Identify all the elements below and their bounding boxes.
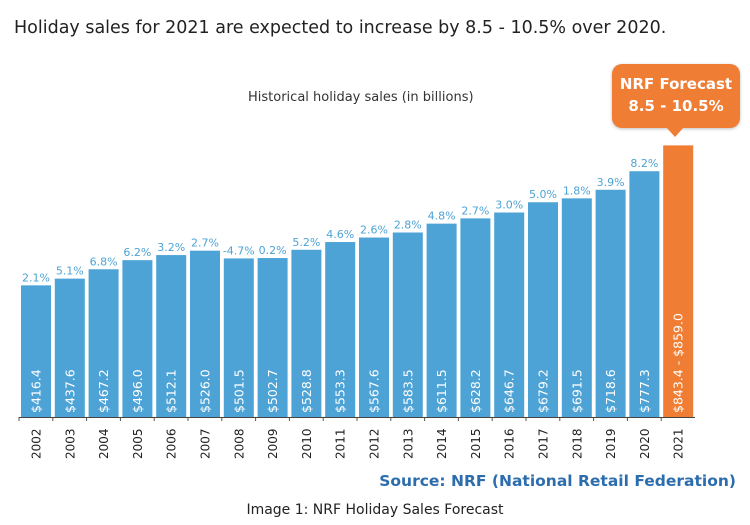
year-tick-label: 2004: [97, 428, 111, 459]
year-tick-label: 2013: [401, 428, 415, 459]
growth-label: 3.2%: [157, 241, 185, 254]
growth-label: 5.0%: [529, 188, 557, 201]
source-note: Source: NRF (National Retail Federation): [379, 472, 736, 490]
year-tick-label: 2015: [469, 428, 483, 459]
sales-bar: [494, 212, 525, 417]
sales-bar: [223, 258, 254, 417]
year-tick-label: 2017: [537, 428, 551, 459]
value-label: $502.7: [265, 369, 280, 413]
forecast-bar: [663, 145, 694, 417]
bar-chart: 2.1% $416.4 2002 5.1% $437.6 2003 6.8% $467.2 20…: [18, 145, 695, 459]
growth-label: 2.7%: [461, 204, 489, 217]
growth-label: 8.2%: [630, 157, 658, 170]
value-label: $501.5: [231, 369, 246, 413]
sales-bar: [54, 278, 85, 417]
value-label: $567.6: [367, 369, 382, 413]
value-label: $691.5: [569, 369, 584, 413]
growth-label: 3.0%: [495, 199, 523, 212]
sales-bar: [291, 249, 322, 417]
value-label: $777.3: [637, 369, 652, 413]
sales-bar: [122, 260, 153, 417]
value-label: $843.4 - $859.0: [671, 313, 686, 413]
value-label: $496.0: [130, 369, 145, 413]
sales-bar: [156, 255, 187, 417]
year-tick-label: 2014: [435, 428, 449, 459]
sales-bar: [257, 258, 288, 417]
growth-label: 6.2%: [123, 246, 151, 259]
sales-bar: [190, 250, 220, 417]
sales-bar: [359, 237, 389, 417]
sales-bar: [561, 198, 592, 417]
image-caption: Image 1: NRF Holiday Sales Forecast: [246, 502, 504, 518]
headline: Holiday sales for 2021 are expected to i…: [14, 18, 667, 38]
year-tick-label: 2002: [30, 428, 44, 459]
value-label: $512.1: [164, 369, 179, 413]
growth-label: 2.6%: [360, 224, 388, 237]
growth-label: -4.7%: [223, 244, 255, 257]
growth-label: 1.8%: [563, 184, 591, 197]
sales-bar: [528, 202, 558, 417]
value-label: $467.2: [96, 369, 111, 413]
year-tick-label: 2021: [672, 428, 686, 459]
year-tick-label: 2009: [266, 428, 280, 459]
forecast-callout-title: NRF Forecast: [619, 75, 733, 93]
growth-label: 3.9%: [597, 176, 625, 189]
growth-label: 5.2%: [292, 236, 320, 249]
value-label: $416.4: [29, 369, 44, 413]
year-tick-label: 2008: [232, 428, 246, 459]
value-label: $553.3: [333, 369, 348, 413]
value-label: $437.6: [62, 369, 77, 413]
sales-bar: [629, 171, 660, 417]
forecast-callout-range: 8.5 - 10.5%: [628, 97, 724, 115]
growth-label: 2.8%: [394, 218, 422, 231]
year-tick-label: 2018: [570, 428, 584, 459]
year-tick-label: 2010: [300, 428, 314, 459]
year-tick-label: 2019: [604, 428, 618, 459]
year-tick-label: 2007: [199, 428, 213, 459]
value-label: $526.0: [198, 369, 213, 413]
value-label: $528.8: [299, 369, 314, 413]
growth-label: 5.1%: [56, 265, 84, 278]
value-label: $679.2: [536, 369, 551, 413]
year-tick-label: 2020: [638, 428, 652, 459]
sales-bar: [325, 242, 356, 417]
growth-label: 4.6%: [326, 228, 354, 241]
sales-bar: [88, 269, 119, 417]
value-label: $646.7: [502, 369, 517, 413]
sales-bar: [595, 189, 626, 417]
value-label: $718.6: [603, 369, 618, 413]
growth-label: 6.8%: [90, 255, 118, 268]
sales-bar: [392, 232, 423, 417]
year-tick-label: 2006: [165, 428, 179, 459]
growth-label: 4.8%: [428, 210, 456, 223]
chart-title: Historical holiday sales (in billions): [248, 90, 474, 105]
year-tick-label: 2012: [368, 428, 382, 459]
growth-label: 0.2%: [259, 244, 287, 257]
year-tick-label: 2003: [63, 428, 77, 459]
growth-label: 2.1%: [22, 271, 50, 284]
value-label: $628.2: [468, 369, 483, 413]
sales-bar: [460, 218, 491, 417]
value-label: $583.5: [400, 369, 415, 413]
year-tick-label: 2011: [334, 428, 348, 459]
value-label: $611.5: [434, 369, 449, 413]
sales-bar: [426, 223, 457, 417]
growth-label: 2.7%: [191, 237, 219, 250]
year-tick-label: 2005: [131, 428, 145, 459]
sales-bar: [21, 285, 51, 417]
year-tick-label: 2016: [503, 428, 517, 459]
forecast-callout: NRF Forecast 8.5 - 10.5%: [612, 64, 740, 137]
